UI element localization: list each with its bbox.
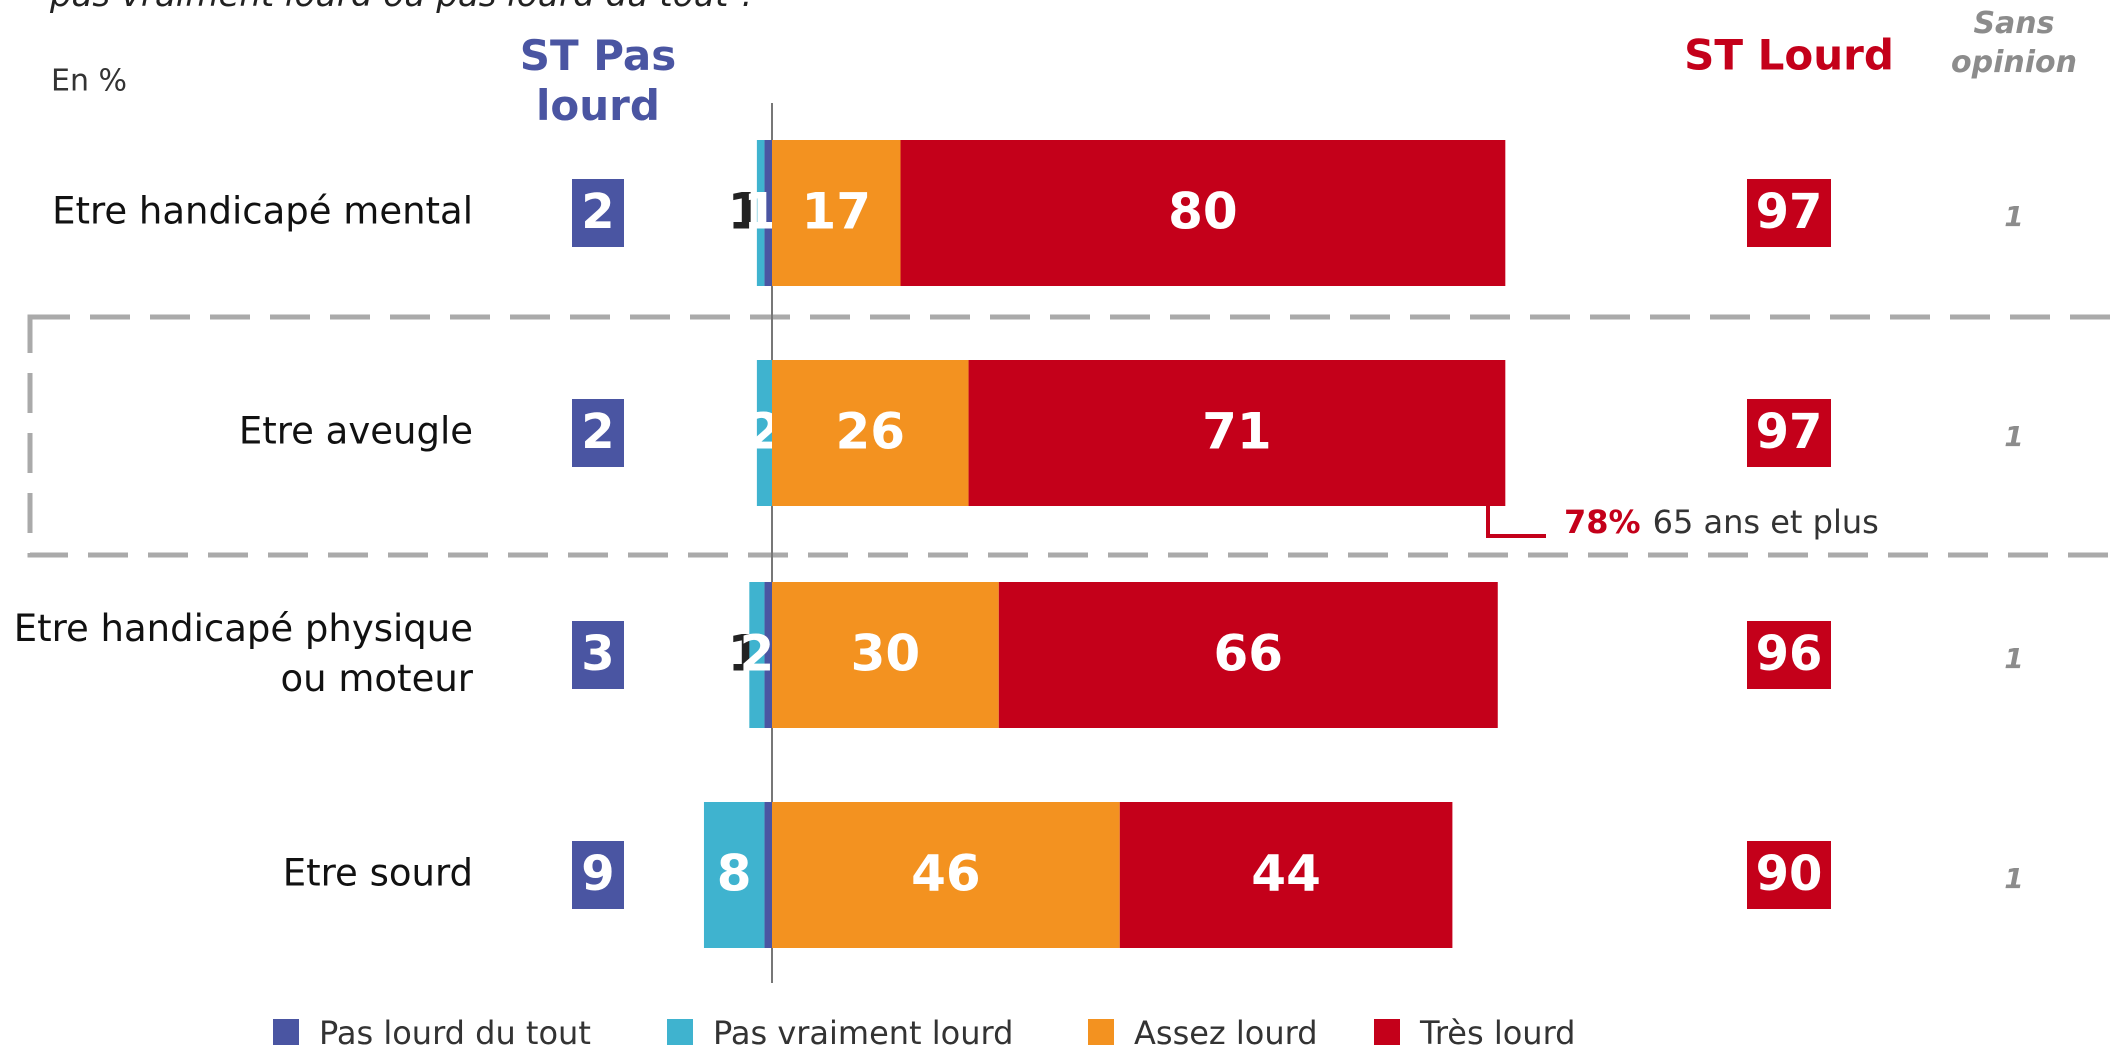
- question: pas vraiment lourd ou pas lourd du tout …: [49, 0, 757, 15]
- no-opinion: 1: [2004, 420, 2023, 453]
- left-total: 3: [581, 626, 614, 682]
- no-opinion: 1: [2004, 862, 2023, 895]
- category-label: Etre aveugle: [239, 410, 473, 453]
- no-opinion: 1: [2004, 642, 2023, 675]
- left-total-header: ST Pas lourd: [520, 31, 677, 130]
- no-opinion: 1: [2004, 200, 2023, 233]
- data-label: 8: [717, 845, 752, 903]
- data-label: 30: [851, 625, 921, 683]
- category-label: Etre handicapé physique ou moteur: [14, 607, 474, 700]
- right-total: 96: [1756, 626, 1823, 682]
- left-total-box: [572, 841, 624, 909]
- legend-swatch: [273, 1019, 299, 1045]
- data-label: 2: [739, 625, 774, 683]
- data-label: 17: [801, 183, 871, 241]
- category-label: Etre sourd: [283, 852, 473, 895]
- legend-swatch: [1088, 1019, 1114, 1045]
- legend-label: Très lourd: [1419, 1014, 1575, 1051]
- data-label: 80: [1168, 183, 1238, 241]
- bar-segment: [756, 360, 772, 506]
- right-total-box: [1747, 399, 1831, 467]
- left-total: 2: [581, 404, 614, 460]
- unit-label: En %: [51, 64, 127, 99]
- highlight-box: [27, 314, 2116, 558]
- legend-label: Assez lourd: [1134, 1014, 1318, 1051]
- left-total-box: [572, 621, 624, 689]
- category-label: Etre handicapé mental: [52, 190, 473, 233]
- right-total: 97: [1756, 184, 1823, 240]
- right-total: 97: [1756, 404, 1823, 460]
- legend-swatch: [1374, 1019, 1400, 1045]
- legend-label: Pas lourd du tout: [319, 1014, 591, 1051]
- bar-segment: [764, 582, 772, 728]
- no-opinion-header: Sans opinion: [1951, 6, 2077, 80]
- left-total: 9: [581, 846, 614, 902]
- bar-segment: [703, 802, 765, 948]
- left-total: 2: [581, 184, 614, 240]
- data-label: 26: [835, 403, 905, 461]
- bar-segment: [772, 140, 901, 286]
- bar-segment: [764, 140, 772, 286]
- bar-segment: [764, 802, 772, 948]
- annotation-value: 78%: [1564, 503, 1641, 541]
- bar-segment: [968, 360, 1506, 506]
- annotation-text: 65 ans et plus: [1653, 503, 1879, 541]
- legend-label: Pas vraiment lourd: [713, 1014, 1013, 1051]
- right-total: 90: [1756, 846, 1823, 902]
- bar-segment: [998, 582, 1498, 728]
- data-label: 1: [728, 183, 763, 241]
- data-label: 66: [1213, 625, 1283, 683]
- bar-segment: [900, 140, 1506, 286]
- bar-segment: [772, 360, 969, 506]
- left-total-box: [572, 399, 624, 467]
- right-total-header: ST Lourd: [1684, 31, 1894, 80]
- data-label: 46: [911, 845, 981, 903]
- bar-segment: [1119, 802, 1453, 948]
- bar-segment: [756, 140, 765, 286]
- right-total-box: [1747, 179, 1831, 247]
- left-total-box: [572, 179, 624, 247]
- right-total-box: [1747, 621, 1831, 689]
- bar-segment: [749, 582, 765, 728]
- bar-segment: [772, 582, 999, 728]
- legend-swatch: [667, 1019, 693, 1045]
- bar-segment: [772, 802, 1120, 948]
- data-label: 44: [1251, 845, 1321, 903]
- data-label: 71: [1202, 403, 1272, 461]
- right-total-box: [1747, 841, 1831, 909]
- annotation-bracket: [1486, 506, 1546, 538]
